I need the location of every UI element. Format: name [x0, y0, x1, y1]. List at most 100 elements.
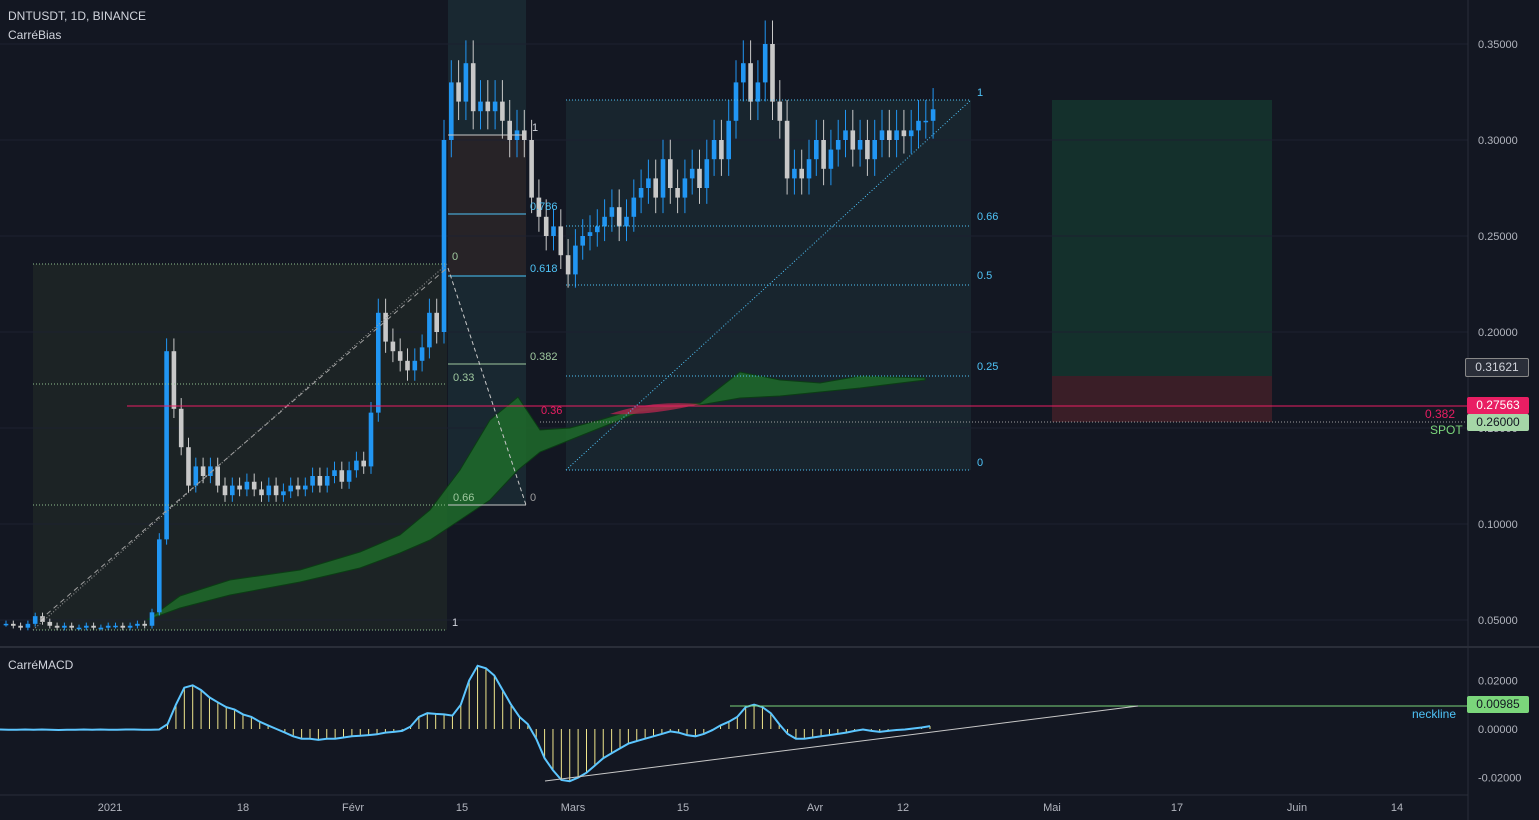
x-tick-4: Mars [561, 802, 586, 814]
candle-59 [434, 312, 439, 332]
candle-67 [492, 101, 498, 112]
fib-mid-label-1: 0.786 [530, 201, 558, 213]
candle-46 [339, 470, 345, 482]
candle-119 [872, 140, 877, 160]
indicator-title: CarréBias [8, 28, 62, 42]
candle-56 [412, 360, 418, 371]
candle-75 [551, 226, 556, 236]
candle-21 [157, 539, 162, 613]
fib-right-label-4: 0 [977, 457, 983, 469]
candle-0 [3, 623, 9, 626]
candle-60 [441, 140, 447, 332]
candle-54 [397, 351, 403, 361]
x-tick-7: 12 [897, 802, 909, 814]
x-tick-0: 2021 [98, 802, 122, 814]
candle-29 [215, 466, 220, 486]
candle-28 [208, 466, 213, 476]
candle-33 [244, 481, 250, 490]
candle-41 [303, 485, 308, 490]
candle-32 [237, 485, 242, 490]
candle-10 [76, 627, 82, 630]
y-tick-12: 0.05000 [1478, 615, 1518, 627]
candle-102 [748, 63, 753, 102]
candle-110 [806, 159, 812, 179]
candle-116 [850, 130, 856, 150]
fib-left-label-0: 0 [452, 251, 458, 263]
x-tick-1: 18 [237, 802, 249, 814]
candle-74 [543, 216, 549, 236]
candle-123 [901, 130, 907, 137]
fib-mid-label-6: 0.66 [453, 492, 474, 504]
candle-4 [32, 616, 38, 624]
candle-112 [821, 140, 826, 169]
candle-113 [828, 149, 834, 169]
candle-40 [295, 485, 301, 490]
candle-125 [916, 120, 921, 131]
candle-68 [500, 101, 505, 121]
candle-114 [835, 140, 841, 150]
candle-16 [120, 625, 126, 628]
candle-15 [113, 625, 118, 628]
candle-6 [47, 621, 53, 626]
fib-mid-label-3: 0.382 [530, 351, 558, 363]
candle-92 [675, 188, 680, 198]
candle-23 [171, 351, 177, 409]
fib-right-label-0: 1 [977, 87, 983, 99]
target-zone [1052, 100, 1272, 376]
candle-127 [930, 109, 936, 121]
candle-37 [273, 485, 279, 496]
macd-tick-1: 0.00000 [1478, 724, 1518, 736]
x-tick-3: 15 [456, 802, 468, 814]
neckline-label: neckline [1412, 707, 1457, 721]
candle-106 [777, 101, 783, 121]
macd-title: CarréMACD [8, 658, 74, 672]
candle-101 [741, 63, 746, 83]
macd-value-tag: 0.00985 [1467, 696, 1529, 713]
candle-8 [62, 625, 67, 628]
candle-27 [200, 466, 206, 476]
candle-34 [251, 481, 257, 490]
candle-3 [25, 623, 31, 628]
candle-18 [135, 623, 140, 626]
fib-mid-label-2: 0.618 [530, 263, 558, 275]
candle-25 [186, 447, 191, 486]
candle-87 [638, 188, 644, 198]
candle-12 [91, 625, 96, 628]
candle-31 [230, 485, 235, 496]
candle-91 [668, 159, 673, 188]
candle-88 [646, 178, 651, 188]
candle-49 [361, 460, 366, 467]
candle-19 [142, 623, 147, 626]
candle-43 [317, 476, 323, 486]
candle-89 [653, 178, 658, 198]
candle-17 [127, 625, 133, 628]
candle-2 [18, 625, 23, 628]
x-tick-2: Févr [342, 802, 364, 814]
candle-5 [40, 616, 45, 622]
candle-63 [463, 63, 469, 102]
candle-77 [565, 255, 571, 275]
candle-103 [755, 82, 761, 102]
candle-30 [222, 485, 228, 496]
candle-104 [762, 44, 768, 83]
candle-14 [105, 625, 111, 628]
candle-22 [164, 351, 169, 540]
candle-120 [879, 130, 885, 140]
spot-level-tag: 0.26000 [1467, 414, 1529, 431]
candle-39 [288, 485, 293, 492]
candle-84 [616, 207, 622, 227]
candle-7 [54, 625, 60, 628]
candle-100 [733, 82, 739, 121]
candle-38 [281, 491, 286, 496]
fib-right-label-2: 0.5 [977, 270, 992, 282]
fib-right-label-3: 0.25 [977, 361, 998, 373]
candle-79 [580, 236, 585, 246]
candle-61 [449, 82, 454, 140]
candle-26 [193, 466, 199, 486]
candle-108 [792, 168, 797, 179]
candle-124 [908, 130, 914, 137]
candle-55 [405, 360, 410, 371]
candle-66 [485, 101, 491, 112]
y-tick-11: 0.10000 [1478, 519, 1518, 531]
